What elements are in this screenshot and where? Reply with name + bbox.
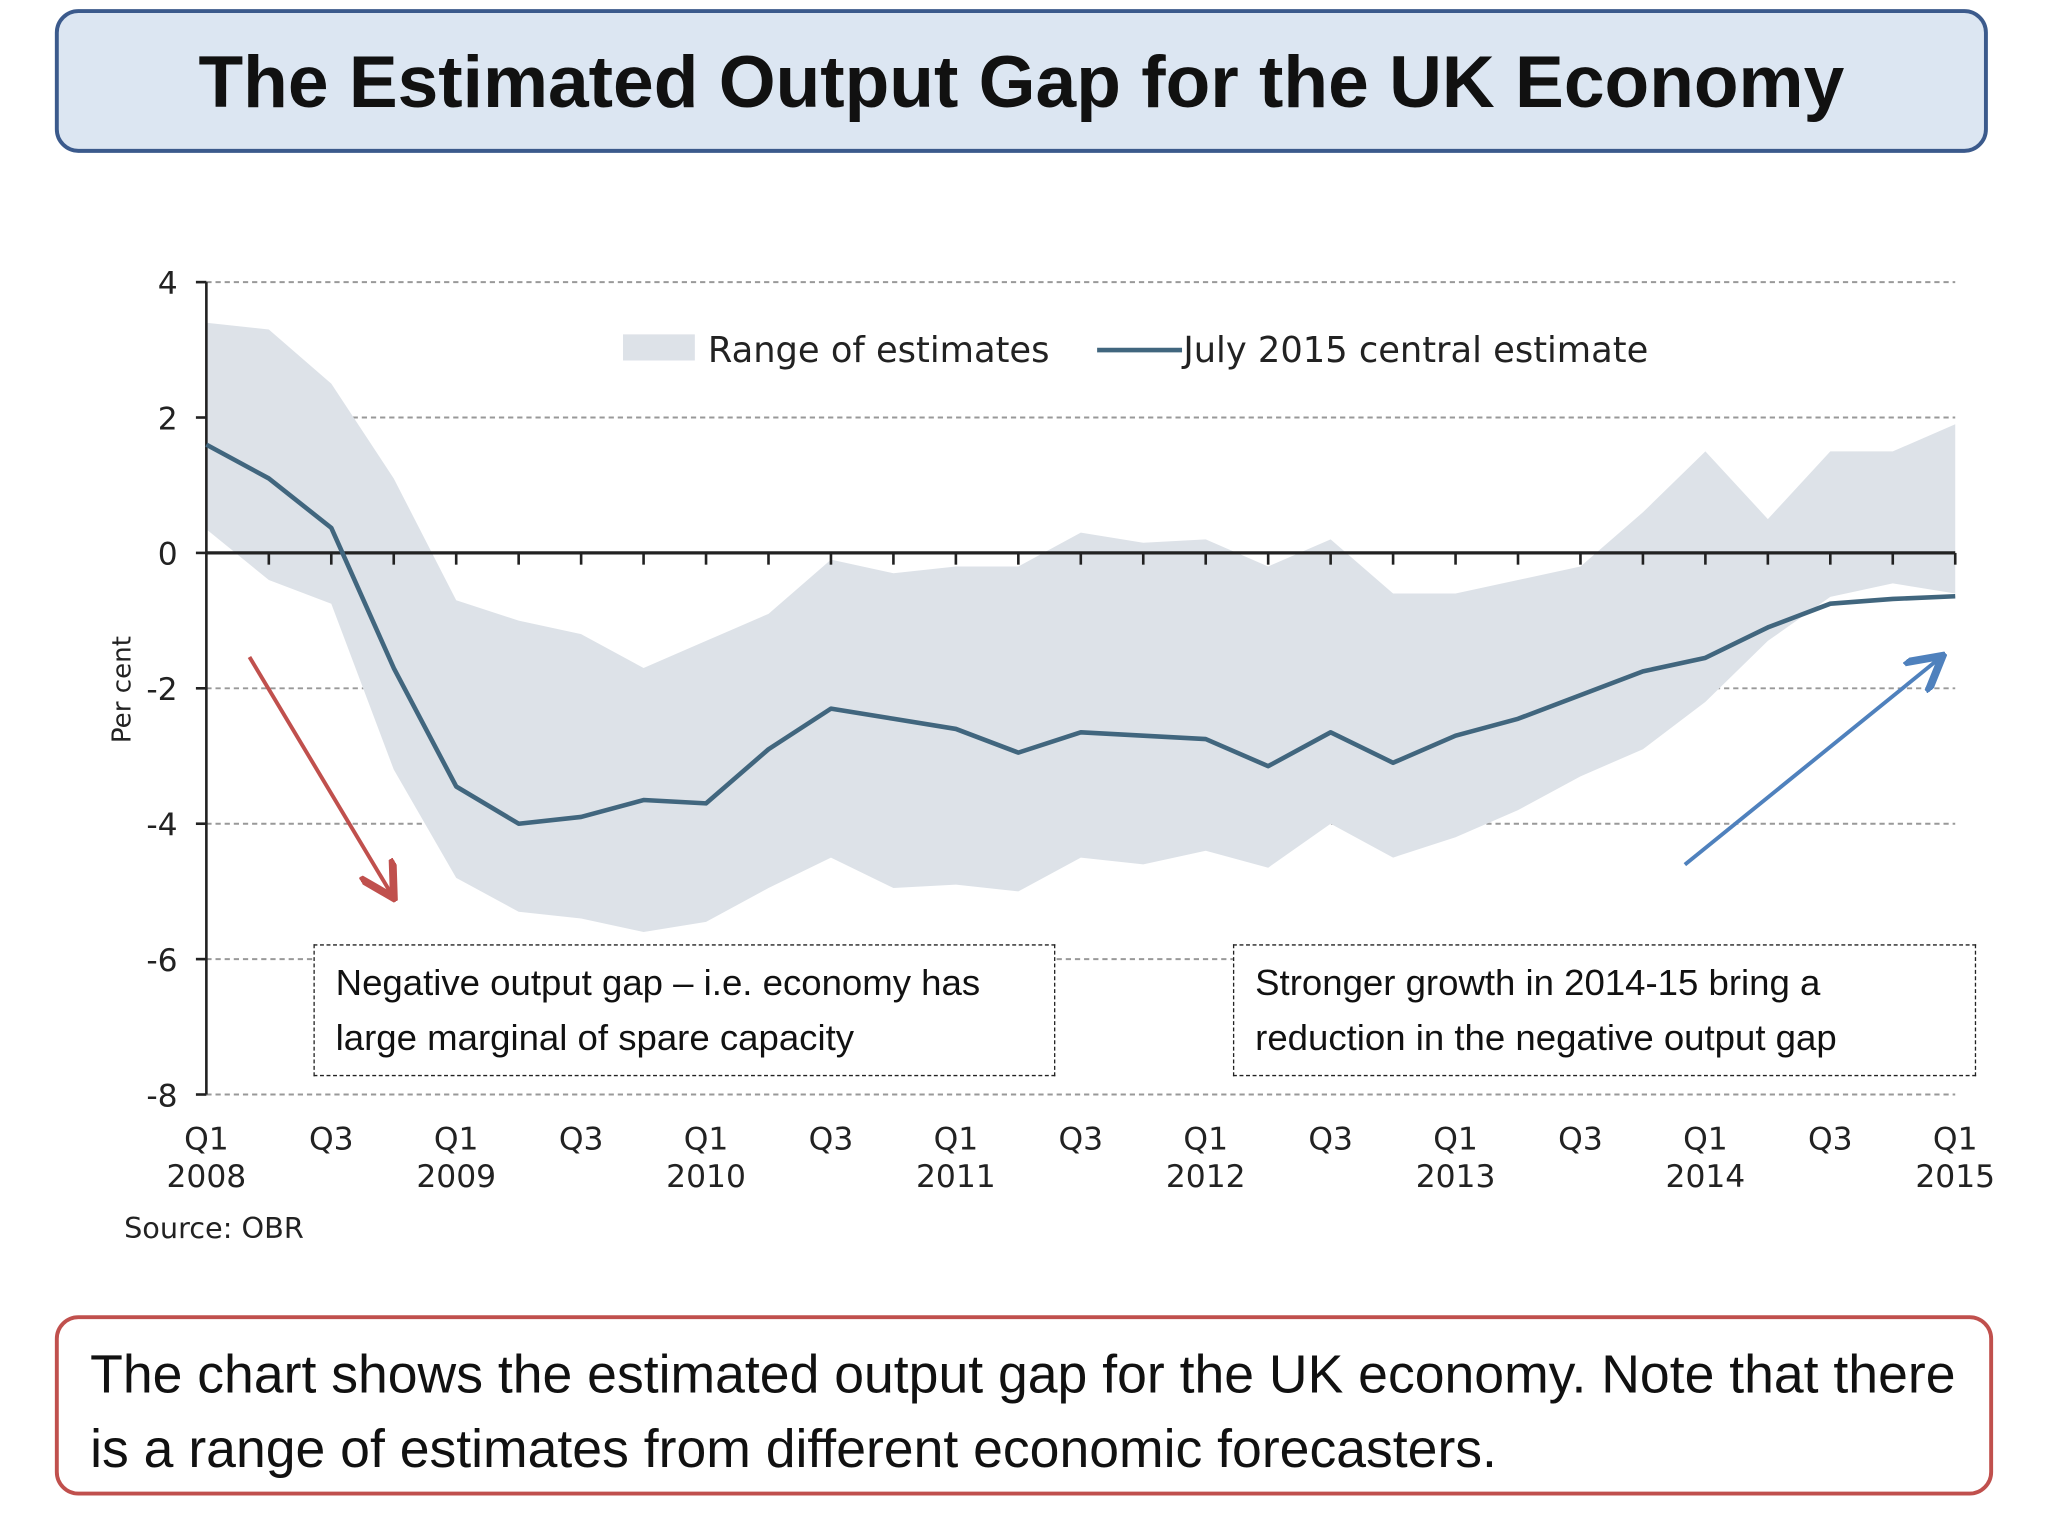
- legend-label-range: Range of estimates: [708, 330, 1050, 371]
- caption-box: The chart shows the estimated output gap…: [54, 1315, 1994, 1496]
- slide-title: The Estimated Output Gap for the UK Econ…: [198, 39, 1845, 123]
- red-down-arrow: [247, 655, 391, 895]
- y-tick-label: -6: [146, 943, 177, 979]
- y-tick-label: 2: [158, 401, 178, 437]
- x-tick-label-quarter: Q3: [1308, 1121, 1353, 1157]
- x-tick-label-quarter: Q3: [309, 1121, 354, 1157]
- y-tick-label: 0: [158, 537, 178, 573]
- y-tick-label: 4: [158, 266, 178, 302]
- y-axis-label: Per cent: [108, 636, 138, 743]
- legend-label-central: July 2015 central estimate: [1181, 330, 1648, 371]
- x-tick-label-quarter: Q1: [934, 1121, 979, 1157]
- x-tick-label-year: 2013: [1416, 1159, 1496, 1195]
- x-tick-label-year: 2015: [1915, 1159, 1995, 1195]
- range-of-estimates-area: [206, 322, 1956, 933]
- x-tick-label-quarter: Q1: [434, 1121, 479, 1157]
- x-tick-label-year: 2014: [1666, 1159, 1746, 1195]
- blue-up-arrow: [1683, 658, 1940, 867]
- y-tick-label: -8: [146, 1078, 177, 1114]
- x-tick-label-year: 2008: [166, 1159, 246, 1195]
- x-tick-label-quarter: Q1: [1433, 1121, 1478, 1157]
- title-box: The Estimated Output Gap for the UK Econ…: [54, 9, 1988, 153]
- legend-swatch-range: [623, 334, 695, 361]
- x-tick-label-quarter: Q1: [1183, 1121, 1228, 1157]
- x-tick-label-year: 2012: [1166, 1159, 1246, 1195]
- output-gap-chart: 4 2 0 -2 -4 -6 -8 Range of estimates July 2015…: [108, 266, 1995, 1245]
- annotation-negative-gap: Negative output gap – i.e. economy has l…: [313, 944, 1056, 1077]
- y-tick-label: -4: [146, 807, 177, 843]
- y-tick-label: -2: [146, 672, 177, 708]
- legend: Range of estimates July 2015 central est…: [623, 330, 1648, 371]
- source-note: Source: OBR: [124, 1211, 304, 1245]
- x-tick-label-quarter: Q1: [1683, 1121, 1728, 1157]
- x-tick-label-quarter: Q3: [559, 1121, 604, 1157]
- x-tick-label-quarter: Q1: [684, 1121, 729, 1157]
- x-tick-label-quarter: Q1: [184, 1121, 229, 1157]
- x-tick-label-quarter: Q1: [1933, 1121, 1978, 1157]
- annotation-stronger-growth: Stronger growth in 2014-15 bring a reduc…: [1232, 944, 1977, 1077]
- x-tick-label-quarter: Q3: [1059, 1121, 1104, 1157]
- caption-text: The chart shows the estimated output gap…: [90, 1343, 1956, 1479]
- x-tick-label-quarter: Q3: [809, 1121, 854, 1157]
- x-tick-label-quarter: Q3: [1558, 1121, 1603, 1157]
- x-tick-label-year: 2011: [916, 1159, 996, 1195]
- x-tick-label-quarter: Q3: [1808, 1121, 1853, 1157]
- x-tick-label-year: 2009: [416, 1159, 496, 1195]
- x-tick-label-year: 2010: [666, 1159, 746, 1195]
